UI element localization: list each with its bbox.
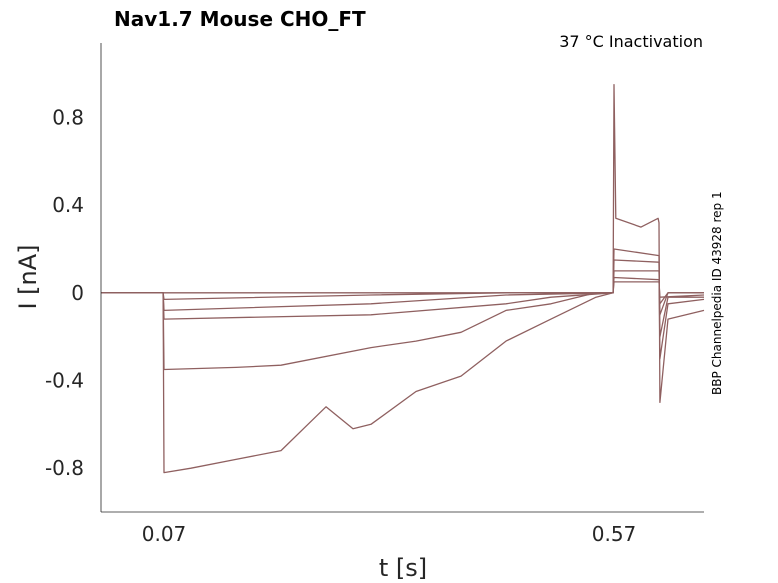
y-tick-label: -0.8: [45, 456, 84, 480]
y-tick-label: 0.8: [52, 106, 84, 130]
series-trace-3: [101, 259, 704, 338]
x-tick-label: 0.07: [142, 522, 187, 546]
axes: -0.8 -0.4 0 0.4 0.8 0.07 0.57: [45, 43, 704, 546]
y-tick-label: 0: [71, 281, 84, 305]
traces: [101, 83, 705, 474]
y-tick-label: 0.4: [52, 193, 84, 217]
y-axis-label: I [nA]: [14, 244, 42, 309]
series-trace-1: [101, 83, 705, 474]
y-tick-label: -0.4: [45, 369, 84, 393]
chart-subtitle: 37 °C Inactivation: [559, 32, 703, 51]
x-axis-label: t [s]: [379, 554, 427, 582]
series-trace-6: [101, 281, 705, 298]
x-tick-label: 0.57: [592, 522, 637, 546]
side-label: BBP Channelpedia ID 43928 rep 1: [710, 191, 724, 395]
chart-title: Nav1.7 Mouse CHO_FT: [114, 7, 366, 31]
